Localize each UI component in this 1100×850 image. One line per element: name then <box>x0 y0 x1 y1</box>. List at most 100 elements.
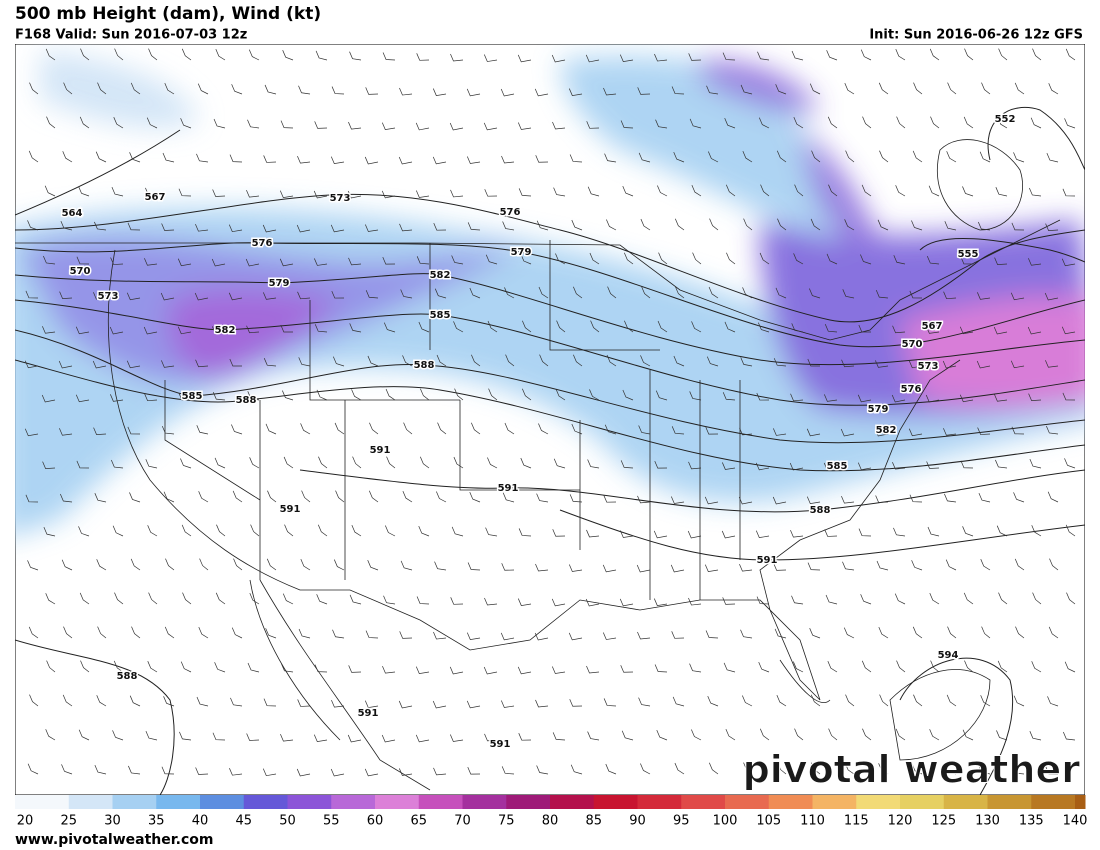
wind-barb <box>738 496 753 505</box>
wind-barb <box>1062 392 1076 401</box>
wind-barb <box>248 49 260 61</box>
wind-barb <box>568 632 583 641</box>
wind-barb <box>180 118 192 129</box>
wind-barb <box>692 252 702 265</box>
colorbar-tick-label: 45 <box>235 814 252 829</box>
wind-barb <box>330 224 345 233</box>
wind-barb <box>1063 731 1076 741</box>
colorbar-cell <box>418 795 463 809</box>
colorbar-tick-label: 110 <box>800 814 825 829</box>
wind-barb <box>314 664 328 673</box>
wind-barb <box>875 495 889 503</box>
wind-barb <box>756 392 770 401</box>
wind-barb <box>229 768 243 776</box>
wind-barb <box>45 593 56 605</box>
wind-barb <box>92 360 107 369</box>
wind-barb <box>824 324 838 333</box>
wind-barb <box>212 326 226 334</box>
wind-barb <box>670 564 685 573</box>
colorbar-cell <box>68 795 113 809</box>
wind-barb <box>522 320 532 333</box>
wind-barb <box>484 597 498 606</box>
wind-barb <box>977 427 991 435</box>
wind-barb <box>436 491 447 503</box>
wind-barb <box>534 632 549 641</box>
wind-barb <box>432 700 447 709</box>
wind-barb <box>127 426 141 435</box>
wind-barb <box>964 48 974 61</box>
wind-barb <box>450 734 464 742</box>
wind-barb <box>365 630 379 639</box>
wind-barb <box>945 764 957 775</box>
wind-barb <box>146 117 158 129</box>
wind-barb <box>364 156 379 165</box>
wind-barb <box>893 527 906 537</box>
wind-barb <box>1045 223 1059 231</box>
wind-barb <box>980 559 991 571</box>
wind-barb <box>46 116 56 129</box>
colorbar-cell <box>243 795 288 809</box>
wind-barb <box>145 187 158 197</box>
wind-barb <box>211 258 226 267</box>
wind-barb <box>25 290 39 299</box>
wind-barb <box>313 190 328 199</box>
wind-barb <box>351 389 362 401</box>
wind-barb <box>895 49 906 61</box>
wind-barb <box>828 184 838 197</box>
wind-barb <box>896 116 906 129</box>
wind-barb <box>335 490 345 503</box>
wind-barb <box>706 85 719 95</box>
wind-barb <box>314 258 328 266</box>
wind-barb <box>349 323 362 333</box>
wind-barb <box>657 320 668 333</box>
wind-barb <box>725 728 736 741</box>
wind-barb <box>1030 117 1042 129</box>
wind-barb <box>436 354 447 367</box>
valid-time: F168 Valid: Sun 2016-07-03 12z <box>15 28 247 43</box>
colorbar-tick-label: 80 <box>542 814 559 829</box>
wind-barb <box>109 326 124 335</box>
wind-barb <box>487 320 498 333</box>
wind-barb <box>96 559 107 571</box>
wind-barb <box>484 733 498 742</box>
wind-barb <box>624 320 634 333</box>
wind-barb <box>994 257 1008 266</box>
wind-barb <box>1045 766 1059 775</box>
wind-barb <box>688 461 702 470</box>
wind-barb <box>43 255 56 265</box>
wind-barb <box>282 50 294 61</box>
wind-barb <box>671 426 685 435</box>
wind-barb <box>724 118 736 129</box>
wind-barb <box>844 83 855 95</box>
wind-barb <box>282 593 294 605</box>
wind-barb <box>655 390 668 401</box>
wind-barb <box>301 490 311 503</box>
wind-barb <box>619 598 634 607</box>
wind-barb <box>163 491 175 503</box>
wind-barb <box>655 119 668 129</box>
wind-barb <box>943 291 957 300</box>
wind-barb <box>878 627 889 639</box>
wind-barb <box>144 393 158 402</box>
wind-barb <box>246 190 260 198</box>
wind-barb <box>300 423 311 435</box>
wind-barb <box>382 256 396 265</box>
wind-barb <box>824 529 838 537</box>
wind-barb <box>265 628 277 639</box>
wind-barb <box>603 87 617 96</box>
wind-barb <box>212 732 226 741</box>
wind-barb <box>774 628 787 639</box>
wind-barb <box>809 628 821 639</box>
wind-barb <box>861 184 872 197</box>
contour-label: 585 <box>182 391 203 402</box>
wind-barb <box>518 188 532 197</box>
contour-label: 591 <box>280 504 301 515</box>
wind-barb <box>997 660 1008 673</box>
wind-barb <box>688 53 702 61</box>
wind-barb <box>349 594 362 605</box>
wind-barb <box>1010 292 1025 301</box>
wind-barb <box>911 763 923 775</box>
wind-barb <box>177 258 192 267</box>
wind-barb <box>908 428 923 437</box>
wind-barb <box>43 527 56 537</box>
